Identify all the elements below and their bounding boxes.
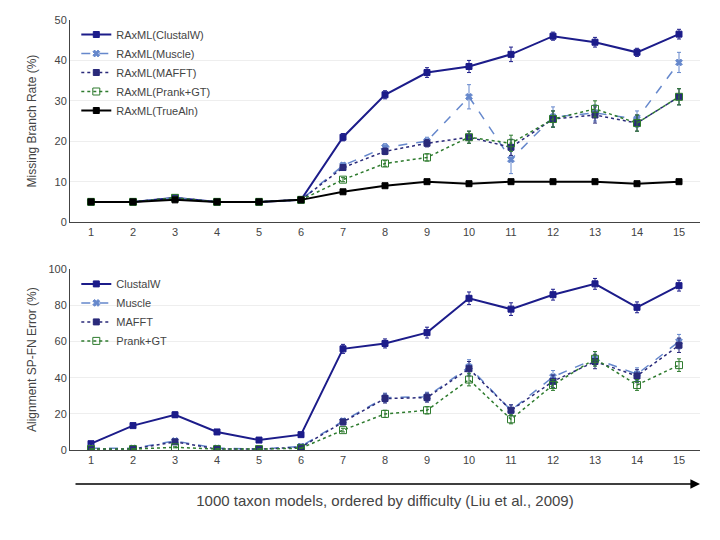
svg-text:ClustalW: ClustalW: [116, 278, 161, 290]
svg-text:6: 6: [298, 226, 304, 238]
svg-text:13: 13: [589, 454, 601, 466]
svg-text:4: 4: [214, 226, 220, 238]
svg-text:1: 1: [88, 454, 94, 466]
svg-text:RAxML(ClustalW): RAxML(ClustalW): [116, 29, 203, 41]
svg-text:5: 5: [256, 454, 262, 466]
svg-text:0: 0: [61, 444, 67, 456]
svg-text:10: 10: [463, 454, 475, 466]
svg-text:2: 2: [130, 454, 136, 466]
svg-text:14: 14: [631, 454, 643, 466]
svg-text:14: 14: [631, 226, 643, 238]
svg-text:RAxML(Prank+GT): RAxML(Prank+GT): [116, 86, 210, 98]
svg-text:12: 12: [547, 454, 559, 466]
svg-text:13: 13: [589, 226, 601, 238]
svg-text:Prank+GT: Prank+GT: [116, 335, 167, 347]
svg-text:15: 15: [673, 226, 685, 238]
svg-text:5: 5: [256, 226, 262, 238]
svg-text:9: 9: [424, 454, 430, 466]
svg-text:7: 7: [340, 226, 346, 238]
svg-text:1000 taxon models, ordered by: 1000 taxon models, ordered by difficulty…: [196, 492, 573, 509]
svg-text:Alignment SP-FN Error (%): Alignment SP-FN Error (%): [25, 287, 39, 432]
svg-text:11: 11: [505, 226, 516, 238]
svg-text:20: 20: [55, 135, 67, 147]
svg-text:15: 15: [673, 454, 685, 466]
svg-text:50: 50: [55, 14, 67, 26]
svg-text:20: 20: [55, 408, 67, 420]
svg-text:8: 8: [382, 226, 388, 238]
svg-text:10: 10: [55, 176, 67, 188]
svg-text:11: 11: [505, 454, 516, 466]
svg-text:RAxML(TrueAln): RAxML(TrueAln): [116, 105, 198, 117]
svg-text:80: 80: [55, 299, 67, 311]
svg-text:1: 1: [88, 226, 94, 238]
svg-text:3: 3: [172, 454, 178, 466]
svg-text:2: 2: [130, 226, 136, 238]
svg-text:MAFFT: MAFFT: [116, 316, 153, 328]
svg-text:RAxML(MAFFT): RAxML(MAFFT): [116, 67, 196, 79]
svg-text:100: 100: [48, 263, 66, 275]
svg-text:Muscle: Muscle: [116, 297, 151, 309]
svg-text:4: 4: [214, 454, 220, 466]
svg-text:40: 40: [55, 54, 67, 66]
svg-text:60: 60: [55, 335, 67, 347]
svg-text:Missing Branch Rate (%): Missing Branch Rate (%): [25, 55, 39, 188]
svg-text:8: 8: [382, 454, 388, 466]
svg-text:10: 10: [463, 226, 475, 238]
svg-text:6: 6: [298, 454, 304, 466]
svg-text:40: 40: [55, 372, 67, 384]
svg-text:12: 12: [547, 226, 559, 238]
svg-text:RAxML(Muscle): RAxML(Muscle): [116, 48, 194, 60]
svg-text:30: 30: [55, 95, 67, 107]
svg-text:3: 3: [172, 226, 178, 238]
svg-text:0: 0: [61, 216, 67, 228]
svg-text:9: 9: [424, 226, 430, 238]
svg-text:7: 7: [340, 454, 346, 466]
